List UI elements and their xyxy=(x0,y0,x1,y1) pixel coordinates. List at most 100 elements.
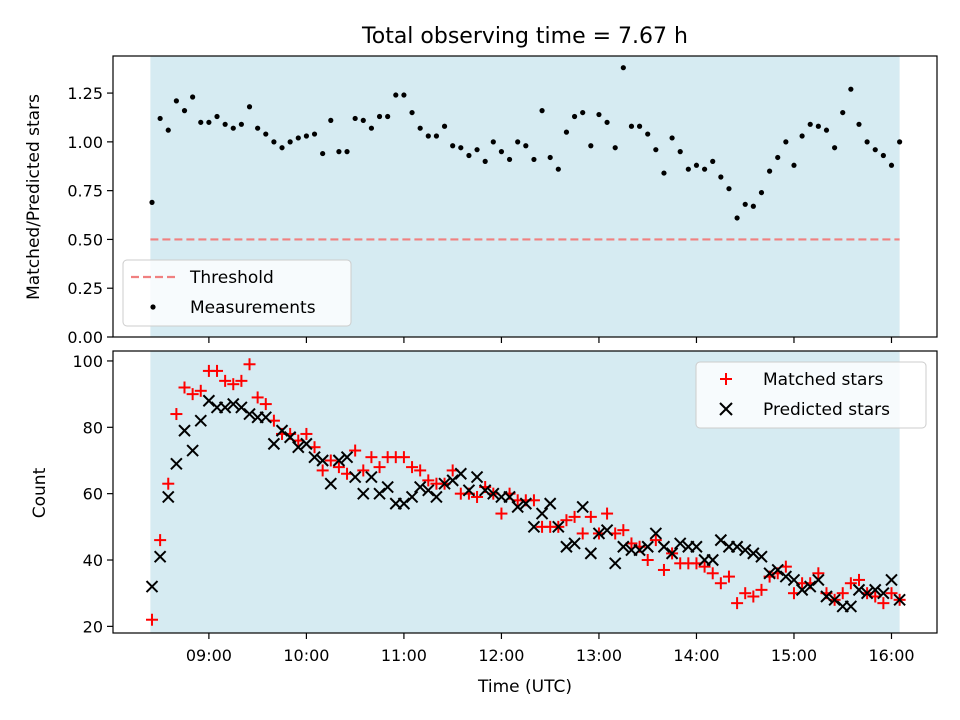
matched-star-point xyxy=(154,534,167,547)
predicted-star-point xyxy=(527,520,541,534)
predicted-star-point xyxy=(381,480,394,494)
matched-star-point xyxy=(560,514,573,527)
measurement-point xyxy=(588,143,594,149)
count-y-ticks: 20 40 60 80 100 xyxy=(72,352,113,636)
measurement-point xyxy=(214,113,220,120)
count-y-tick-label: 20 xyxy=(83,617,103,636)
count-y-tick-label: 40 xyxy=(83,551,103,570)
measurement-point xyxy=(303,133,310,139)
predicted-star-point xyxy=(446,474,459,487)
matched-star-point xyxy=(300,427,313,440)
matched-star-point xyxy=(170,408,183,421)
ratio-panel: 0.00 0.25 0.50 0.75 1.00 1.25 Matched/Predict… xyxy=(24,55,938,347)
count-legend: Matched stars Predicted stars xyxy=(695,361,927,429)
measurement-point xyxy=(832,145,838,151)
measurement-point xyxy=(271,139,277,145)
matched-star-point xyxy=(706,567,719,580)
predicted-star-point xyxy=(755,550,768,563)
predicted-star-point xyxy=(145,580,159,593)
measurement-point xyxy=(433,133,440,139)
predicted-star-point xyxy=(365,470,378,484)
matched-star-point xyxy=(739,587,752,600)
count-x-tick-label: 09:00 xyxy=(186,646,232,665)
count-x-tick-label: 10:00 xyxy=(283,646,329,665)
predicted-star-point xyxy=(763,567,776,580)
figure-title: Total observing time = 7.67 h xyxy=(361,24,688,49)
measurement-point xyxy=(165,127,171,133)
measurement-point xyxy=(295,135,301,141)
count-x-tick-label: 11:00 xyxy=(381,646,427,665)
predicted-star-point xyxy=(617,540,630,553)
measurement-point xyxy=(775,154,781,161)
count-y-axis-label: Count xyxy=(30,467,50,518)
measurement-point xyxy=(685,166,691,172)
matched-star-point xyxy=(877,597,890,610)
matched-star-point xyxy=(641,554,654,567)
measurement-point xyxy=(482,158,488,164)
matched-star-point xyxy=(731,597,744,610)
ratio-legend-box xyxy=(122,259,352,327)
predicted-star-point xyxy=(739,543,752,557)
measurement-point xyxy=(181,108,188,114)
matched-star-point xyxy=(584,510,597,523)
measurement-point xyxy=(815,123,821,129)
predicted-star-point xyxy=(804,580,817,593)
matched-star-point xyxy=(227,378,240,391)
measurement-point xyxy=(230,125,236,131)
count-x-tick-label: 12:00 xyxy=(478,646,524,665)
measurement-point xyxy=(563,129,570,135)
matched-star-point xyxy=(414,464,427,477)
measurement-point xyxy=(726,186,732,192)
predicted-star-point xyxy=(170,457,183,471)
matched-star-point xyxy=(373,461,386,474)
predicted-stars-points xyxy=(145,394,906,613)
measurement-point xyxy=(149,199,155,205)
matched-star-point xyxy=(194,384,207,397)
count-x-ticks: 09:00 10:00 11:00 12:00 13:00 14:00 15:00 16:00 xyxy=(186,633,915,665)
measurement-point xyxy=(693,162,700,168)
measurement-point xyxy=(320,150,326,157)
matched-star-point xyxy=(698,560,711,573)
predicted-star-point xyxy=(820,590,833,603)
legend-measurements-swatch xyxy=(150,304,156,310)
measurement-point xyxy=(620,65,626,71)
measurement-point xyxy=(222,121,228,127)
matched-star-point xyxy=(617,524,630,537)
predicted-star-point xyxy=(422,484,435,497)
matched-star-point xyxy=(146,613,159,626)
matched-star-point xyxy=(235,374,248,387)
measurement-point xyxy=(718,174,724,180)
measurement-point xyxy=(580,109,586,116)
predicted-star-point xyxy=(885,573,898,587)
measurement-point xyxy=(571,113,578,120)
matched-star-point xyxy=(316,464,329,477)
predicted-star-point xyxy=(454,467,468,480)
measurement-point xyxy=(311,131,318,137)
matched-star-point xyxy=(755,583,768,596)
predicted-star-point xyxy=(706,553,719,567)
matched-star-point xyxy=(243,358,256,371)
ratio-y-tick-label: 0.25 xyxy=(67,279,103,298)
measurement-point xyxy=(263,131,269,137)
predicted-star-point xyxy=(332,454,346,467)
matched-star-point xyxy=(836,587,849,600)
measurement-point xyxy=(506,156,513,163)
predicted-star-point xyxy=(608,557,622,570)
predicted-star-point xyxy=(600,523,614,537)
predicted-star-point xyxy=(665,547,679,560)
matched-star-point xyxy=(211,364,224,377)
ratio-axes-frame xyxy=(112,55,938,338)
predicted-star-point xyxy=(730,540,744,553)
count-axes-frame xyxy=(112,350,938,634)
measurement-point xyxy=(791,162,797,168)
measurement-point xyxy=(701,166,708,172)
matched-star-point xyxy=(747,590,760,603)
measurement-point xyxy=(336,149,342,155)
predicted-star-point xyxy=(633,543,646,557)
matched-star-point xyxy=(324,454,337,467)
measurement-point xyxy=(677,149,683,155)
matched-star-point xyxy=(601,507,614,520)
ratio-y-ticks: 0.00 0.25 0.50 0.75 1.00 1.25 xyxy=(67,84,113,347)
count-y-tick-label: 60 xyxy=(83,485,103,504)
matched-star-point xyxy=(649,534,662,547)
